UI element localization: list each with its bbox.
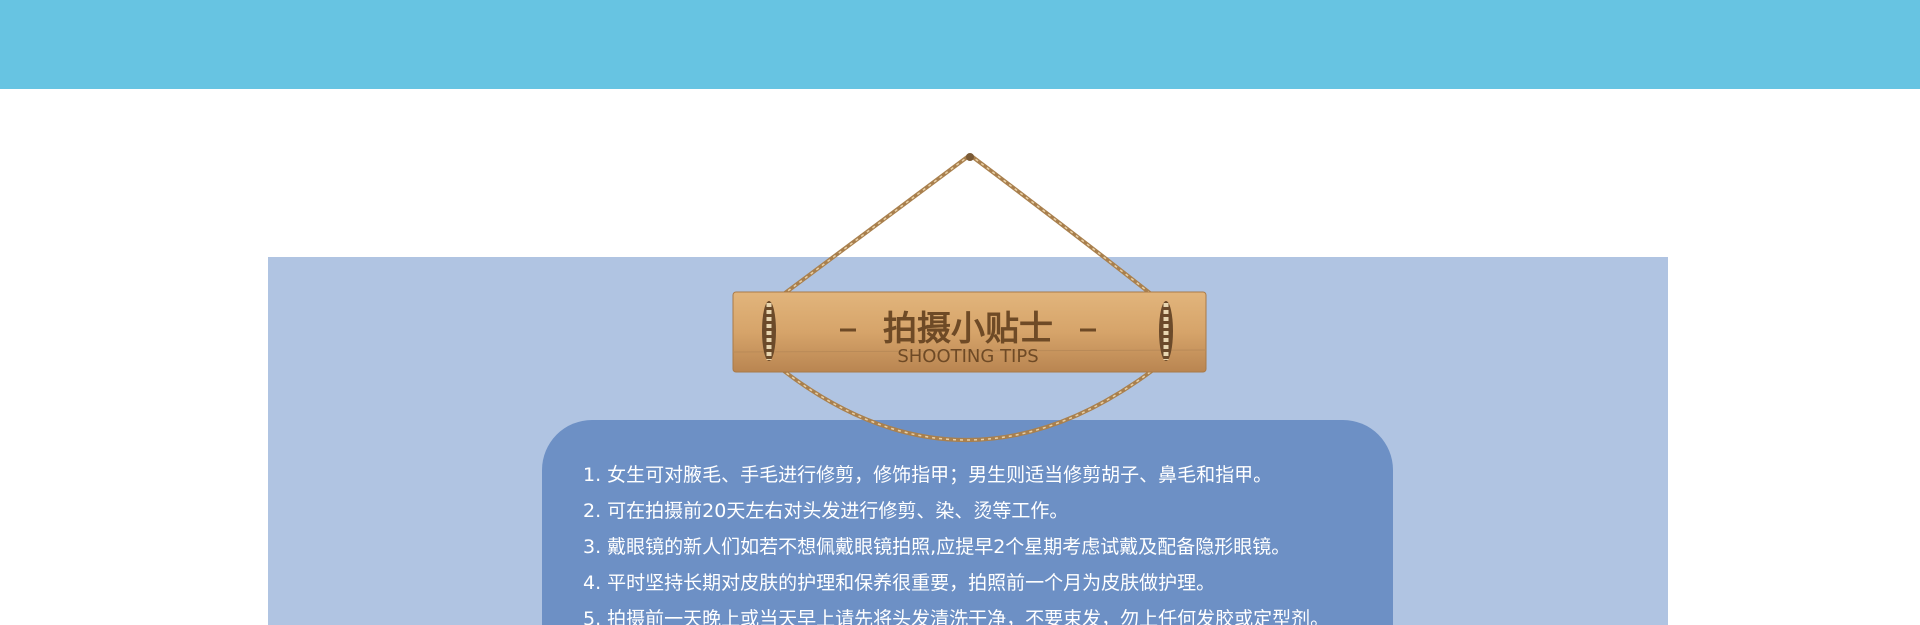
tip-item: 1. 女生可对腋毛、手毛进行修剪，修饰指甲；男生则适当修剪胡子、鼻毛和指甲。: [583, 464, 1272, 486]
top-banner: [0, 0, 1920, 89]
tip-item: 5. 拍摄前一天晚上或当天早上请先将头发清洗干净，不要束发，勿上任何发胶或定型剂…: [583, 608, 1329, 625]
sign-subtitle: SHOOTING TIPS: [897, 346, 1038, 367]
wood-grain: [732, 349, 1207, 353]
nail: [966, 153, 974, 161]
rope-twist: [768, 154, 1167, 441]
tip-item: 2. 可在拍摄前20天左右对头发进行修剪、染、烫等工作。: [583, 500, 1068, 522]
sign-title: 拍摄小贴士: [883, 309, 1053, 349]
tip-item: 3. 戴眼镜的新人们如若不想佩戴眼镜拍照,应提早2个星期考虑试戴及配备隐形眼镜。: [583, 536, 1290, 558]
tip-item: 4. 平时坚持长期对皮肤的护理和保养很重要，拍照前一个月为皮肤做护理。: [583, 572, 1215, 594]
tips-box: [542, 420, 1393, 625]
tips-list: 1. 女生可对腋毛、手毛进行修剪，修饰指甲；男生则适当修剪胡子、鼻毛和指甲。 2.…: [583, 464, 1329, 625]
